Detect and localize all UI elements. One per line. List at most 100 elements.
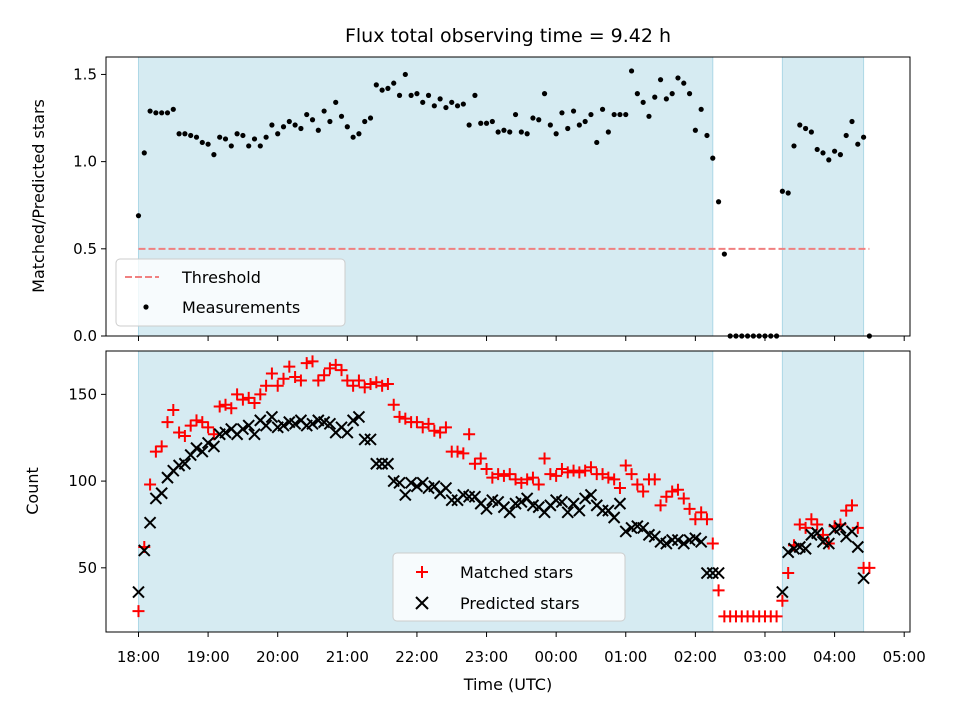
predicted-star-point (706, 566, 719, 580)
matched-star-point (799, 521, 812, 534)
measurement-point (141, 150, 147, 156)
matched-star-point (584, 461, 597, 474)
measurement-point (623, 111, 629, 118)
matched-star-point (283, 360, 296, 373)
measurement-point (309, 117, 316, 123)
predicted-star-point (410, 480, 424, 493)
predicted-star-point (364, 433, 377, 446)
matched-star-point (631, 478, 644, 491)
measurement-point (449, 99, 455, 105)
measurement-point (594, 139, 600, 146)
measurement-point (159, 110, 165, 116)
measurement-point (681, 80, 687, 86)
measurement-point (536, 117, 542, 123)
predicted-star-point (834, 521, 847, 535)
matched-star-point (544, 468, 557, 481)
matched-star-point (811, 518, 824, 531)
measurement-point (211, 152, 217, 158)
matched-star-point (521, 473, 534, 486)
measurement-point (704, 132, 710, 139)
measurement-point (541, 91, 548, 97)
matched-star-point (434, 426, 447, 439)
matched-star-point (480, 462, 493, 475)
matched-star-point (352, 374, 365, 387)
measurement-point (698, 106, 704, 112)
matched-star-point (236, 393, 249, 406)
matched-star-point (782, 567, 795, 580)
measurement-point (321, 108, 327, 114)
measurement-point (837, 152, 843, 158)
measurement-point (350, 134, 356, 140)
matched-star-point (689, 513, 702, 526)
matched-star-point (468, 457, 481, 470)
measurement-point (657, 77, 664, 83)
predicted-star-point (712, 566, 725, 580)
measurement-point (280, 124, 287, 130)
predicted-star-point (480, 502, 493, 516)
measurement-point (240, 132, 246, 139)
measurement-point (298, 125, 304, 132)
predicted-star-point (370, 457, 383, 470)
predicted-star-point (306, 417, 319, 431)
ratio-panel: 0.0 0.5 1.0 1.5 Matched/Predicted stars Thr… (29, 56, 911, 345)
measurement-point (338, 113, 345, 119)
matched-star-point (376, 379, 389, 392)
measurement-point (344, 124, 350, 130)
measurement-point (182, 131, 188, 137)
predicted-star-point (851, 540, 864, 554)
predicted-star-point (132, 585, 145, 599)
y-tick-label: 150 (68, 385, 97, 403)
legend-predicted-label: Predicted stars (460, 594, 580, 613)
measurement-point (362, 118, 368, 125)
matched-star-point (196, 416, 209, 429)
x-tick-label: 23:00 (465, 648, 508, 666)
predicted-star-point (573, 504, 586, 517)
legend-measurements-swatch (143, 304, 149, 310)
predicted-star-point (445, 493, 458, 507)
predicted-star-point (462, 490, 476, 503)
measurement-point (246, 143, 252, 149)
measurement-point (669, 91, 675, 97)
legend-matched-label: Matched stars (460, 563, 573, 582)
measurement-point (483, 120, 490, 126)
bottom-y-ticks: 50 100 150 (68, 385, 106, 577)
measurement-point (605, 129, 611, 135)
bottom-x-ticks: 18:00 19:00 20:00 21:00 22:00 23:00 00:00 01:00… (117, 632, 926, 666)
predicted-star-point (375, 457, 389, 470)
matched-star-point (573, 466, 586, 479)
predicted-star-point (352, 410, 366, 424)
predicted-star-point (822, 537, 835, 550)
matched-star-point (306, 355, 319, 368)
predicted-star-point (242, 419, 255, 432)
x-tick-label: 05:00 (883, 648, 926, 666)
predicted-star-point (677, 537, 690, 550)
measurement-point (530, 115, 536, 121)
measurement-point (599, 106, 606, 112)
predicted-star-point (555, 495, 569, 509)
predicted-star-point (341, 426, 354, 439)
measurement-point (559, 110, 565, 116)
predicted-star-point (781, 546, 795, 559)
measurement-point (431, 103, 437, 109)
matched-star-point (457, 447, 470, 460)
matched-star-point (492, 468, 505, 481)
matched-star-point (805, 513, 818, 526)
matched-star-point (329, 358, 342, 371)
matched-star-point (422, 417, 435, 430)
measurement-point (611, 111, 617, 118)
predicted-star-point (596, 504, 609, 517)
measurement-point (791, 143, 797, 149)
predicted-star-point (810, 526, 824, 540)
matched-star-point (637, 485, 650, 498)
matched-star-point (671, 483, 684, 496)
matched-star-point (660, 490, 673, 503)
measurements-series (135, 68, 872, 339)
measurement-point (135, 213, 142, 219)
measurement-point (408, 92, 414, 98)
measurement-point (663, 96, 669, 102)
top-legend: Threshold Measurements (115, 258, 346, 327)
matched-star-point (845, 499, 858, 512)
matched-star-point (608, 473, 621, 486)
y-tick-label: 50 (78, 559, 97, 577)
